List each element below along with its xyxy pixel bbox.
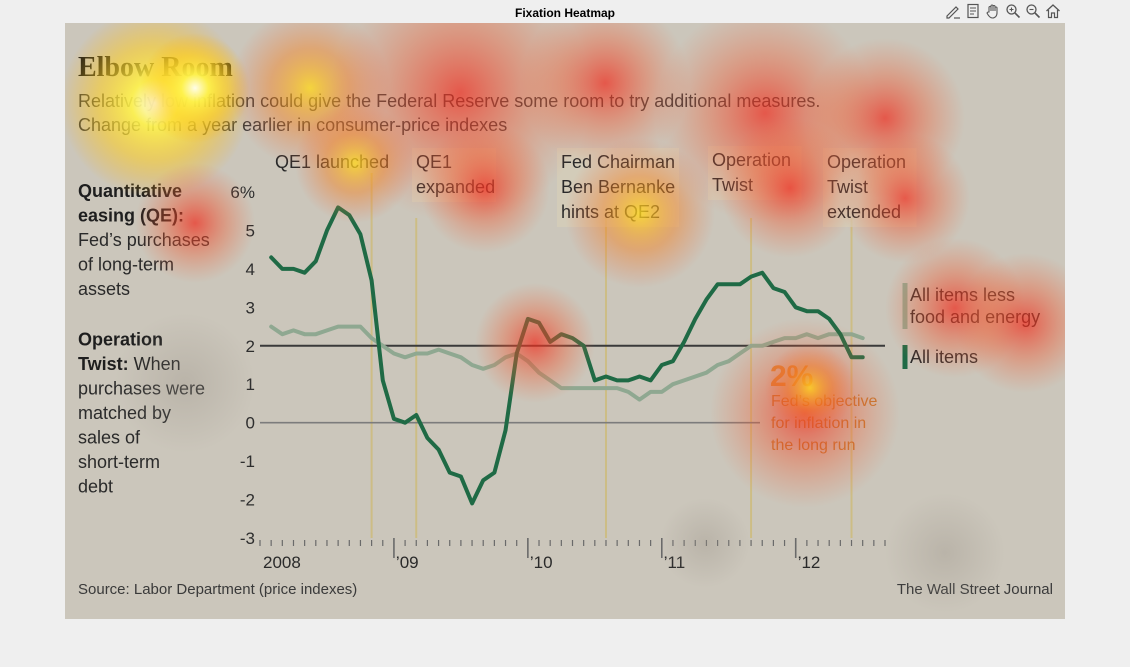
- y-tick-label: 4: [246, 260, 255, 279]
- fixation-heat-overlay: [65, 23, 1065, 613]
- home-icon[interactable]: [1044, 2, 1062, 20]
- fixation-blob: [885, 493, 1005, 613]
- zoom-out-icon[interactable]: [1024, 2, 1042, 20]
- fixation-blob: [295, 103, 415, 223]
- fixation-blob: [840, 133, 970, 263]
- x-year-label: ’12: [798, 553, 821, 572]
- fixation-blob: [720, 118, 860, 258]
- y-tick-label: -1: [240, 452, 255, 471]
- edit-icon[interactable]: [944, 2, 962, 20]
- fixation-blob: [660, 498, 750, 588]
- fixation-blob: [115, 313, 255, 453]
- window-title: Fixation Heatmap: [514, 6, 616, 20]
- fixation-blob: [420, 123, 550, 253]
- source-note: Source: Labor Department (price indexes): [78, 581, 357, 598]
- fixation-blob: [955, 253, 1065, 393]
- x-year-label: ’09: [396, 553, 419, 572]
- fixation-blob: [135, 163, 255, 283]
- y-tick-label: 2: [246, 337, 255, 356]
- definition-text: sales of: [78, 428, 141, 448]
- y-tick-label: -2: [240, 491, 255, 510]
- definition-text: debt: [78, 477, 113, 497]
- fixation-blob: [765, 343, 855, 433]
- zoom-in-icon[interactable]: [1004, 2, 1022, 20]
- fixation-blob: [140, 33, 250, 143]
- definition-text: assets: [78, 279, 130, 299]
- fixation-blob: [475, 283, 595, 403]
- x-year-label: ’10: [530, 553, 553, 572]
- y-tick-label: 3: [246, 298, 255, 317]
- y-tick-label: -3: [240, 529, 255, 548]
- fixation-blob: [565, 138, 715, 288]
- hand-pan-icon[interactable]: [984, 2, 1002, 20]
- toolbar: [944, 2, 1062, 22]
- definition-text: short-term: [78, 452, 160, 472]
- y-tick-label: 0: [246, 414, 255, 433]
- page-icon[interactable]: [964, 2, 982, 20]
- x-year-label: 2008: [263, 553, 301, 572]
- fixation-blob: [520, 23, 690, 168]
